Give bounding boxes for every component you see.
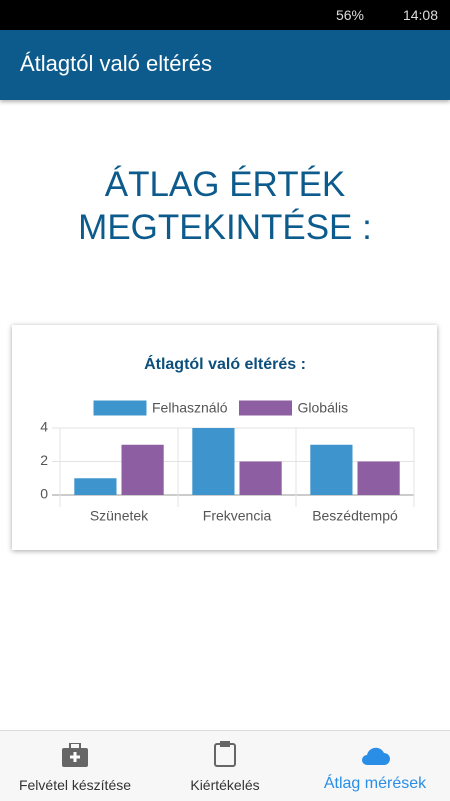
bar [121,444,164,495]
x-tick-label: Szünetek [90,508,149,524]
bar [239,461,282,495]
heading: ÁTLAG ÉRTÉK MEGTEKINTÉSE : [0,163,450,249]
nav-label: Felvétel készítése [18,777,132,793]
status-bar: 56% 14:08 [0,0,450,30]
heading-line: MEGTEKINTÉSE : [78,208,372,247]
legend-label: Felhasználó [152,400,228,416]
chart-title: Átlagtól való eltérés : [144,354,306,373]
bar [310,444,353,495]
x-tick-label: Frekvencia [203,508,272,524]
chart-card: Átlagtól való eltérés : Felhasználó Globá… [12,325,437,550]
bottom-nav: Felvétel készítése Kiértékelés Átlag mér… [0,730,450,801]
y-tick-label: 2 [40,452,48,468]
battery: 56% [335,7,364,23]
nav-label: Kiértékelés [190,777,260,793]
nav-item[interactable]: Felvétel készítése [0,731,150,801]
nav-icon [214,741,236,767]
chart: Átlagtól való eltérés : Felhasználó Globá… [40,354,415,524]
x-tick-label: Beszédtempó [312,508,398,524]
app-title: Átlagtól való eltérés [20,51,212,76]
bar [74,478,117,495]
nav-item[interactable]: Átlag mérések [300,731,450,801]
legend-swatch [239,400,292,416]
legend-label: Globális [298,400,349,416]
nav-label: Átlag mérések [323,775,427,792]
bar [192,428,235,495]
y-tick-label: 4 [40,419,48,435]
clock: 14:08 [402,7,438,23]
y-tick-label: 0 [40,486,48,502]
bar [357,461,400,495]
app-bar: Átlagtól való eltérés [0,30,450,100]
legend-swatch [93,400,147,416]
nav-icon [362,747,390,765]
heading-line: ÁTLAG ÉRTÉK [104,165,346,204]
nav-icon [62,743,88,767]
nav-item[interactable]: Kiértékelés [150,731,300,801]
